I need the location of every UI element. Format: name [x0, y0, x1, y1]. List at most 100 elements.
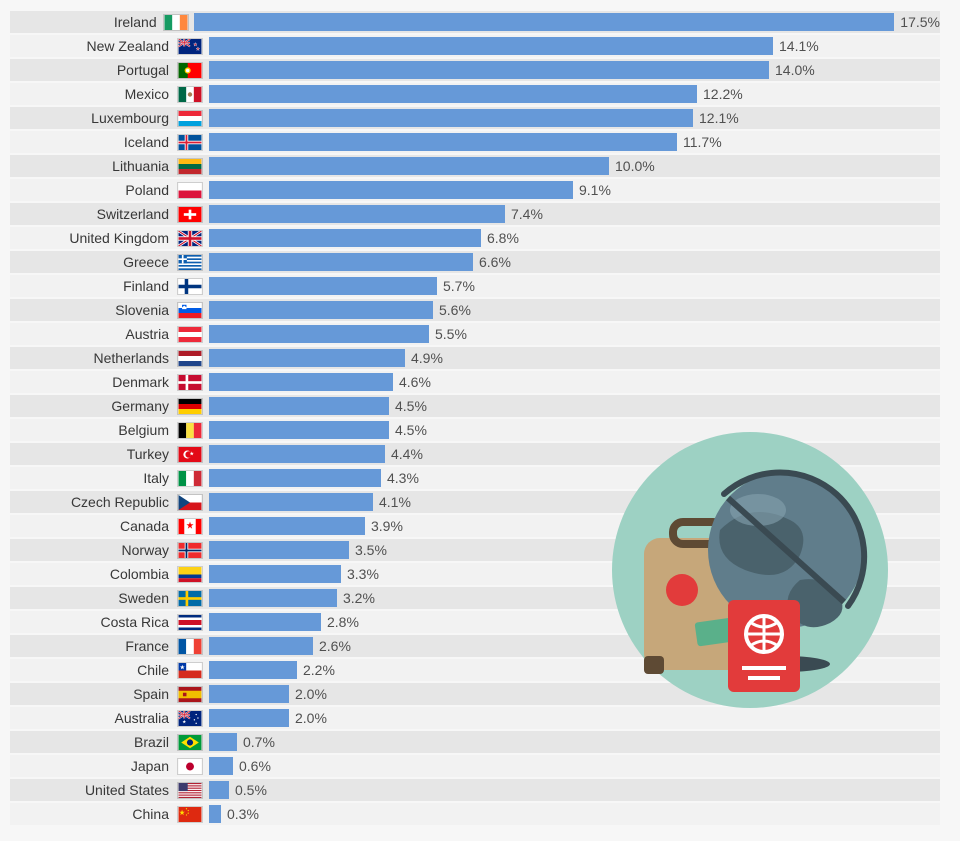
- bar-row: Portugal14.0%: [10, 58, 940, 82]
- flag-icon: [175, 62, 205, 79]
- bar-row: China0.3%: [10, 802, 940, 826]
- bar-row: Switzerland 7.4%: [10, 202, 940, 226]
- flag-icon: [175, 182, 205, 199]
- bar-row: United Kingdom6.8%: [10, 226, 940, 250]
- bar: [209, 325, 429, 343]
- bar-row: Austria 5.5%: [10, 322, 940, 346]
- flag-icon: [163, 14, 191, 31]
- flag-icon: [175, 470, 205, 487]
- flag-icon: [175, 566, 205, 583]
- bar-cell: 7.4%: [205, 205, 940, 223]
- country-label: Lithuania: [10, 158, 175, 174]
- country-label: Austria: [10, 326, 175, 342]
- flag-icon: [175, 374, 205, 391]
- value-label: 14.1%: [779, 38, 819, 54]
- bar: [209, 517, 365, 535]
- bar: [209, 301, 433, 319]
- country-label: Canada: [10, 518, 175, 534]
- country-label: Finland: [10, 278, 175, 294]
- value-label: 6.6%: [479, 254, 511, 270]
- value-label: 11.7%: [683, 134, 722, 150]
- country-label: Mexico: [10, 86, 175, 102]
- flag-icon: [175, 398, 205, 415]
- country-label: Brazil: [10, 734, 175, 750]
- bar-cell: 2.0%: [205, 709, 940, 727]
- value-label: 7.4%: [511, 206, 543, 222]
- country-label: Sweden: [10, 590, 175, 606]
- bar-cell: 14.1%: [205, 37, 940, 55]
- country-label: Iceland: [10, 134, 175, 150]
- bar-cell: 10.0%: [205, 157, 940, 175]
- bar-cell: 4.5%: [205, 397, 940, 415]
- bar-row: Germany4.5%: [10, 394, 940, 418]
- country-label: Luxembourg: [10, 110, 175, 126]
- bar-row: Slovenia5.6%: [10, 298, 940, 322]
- value-label: 2.0%: [295, 686, 327, 702]
- country-label: Czech Republic: [10, 494, 175, 510]
- bar-row: Ireland17.5%: [10, 10, 940, 34]
- bar: [209, 181, 573, 199]
- bar: [209, 493, 373, 511]
- bar-cell: 12.2%: [205, 85, 940, 103]
- flag-icon: [175, 422, 205, 439]
- bar: [209, 781, 229, 799]
- country-label: Turkey: [10, 446, 175, 462]
- bar-row: United States0.5%: [10, 778, 940, 802]
- value-label: 2.2%: [303, 662, 335, 678]
- bar: [209, 349, 405, 367]
- bar-row: Brazil 0.7%: [10, 730, 940, 754]
- flag-icon: [175, 110, 205, 127]
- flag-icon: [175, 350, 205, 367]
- value-label: 0.7%: [243, 734, 275, 750]
- value-label: 4.3%: [387, 470, 419, 486]
- bar-cell: 11.7%: [205, 133, 940, 151]
- bar-cell: 0.7%: [205, 733, 940, 751]
- bar-row: New Zealand 14.1%: [10, 34, 940, 58]
- flag-icon: [175, 734, 205, 751]
- bar-row: Poland 9.1%: [10, 178, 940, 202]
- country-label: Colombia: [10, 566, 175, 582]
- value-label: 3.3%: [347, 566, 379, 582]
- bar: [209, 133, 677, 151]
- country-label: Greece: [10, 254, 175, 270]
- country-label: Italy: [10, 470, 175, 486]
- bar-cell: 9.1%: [205, 181, 940, 199]
- value-label: 0.5%: [235, 782, 267, 798]
- flag-icon: [175, 662, 205, 679]
- bar-cell: 0.6%: [205, 757, 940, 775]
- value-label: 2.0%: [295, 710, 327, 726]
- bar: [194, 13, 894, 31]
- flag-icon: [175, 278, 205, 295]
- value-label: 5.5%: [435, 326, 467, 342]
- bar-row: Japan0.6%: [10, 754, 940, 778]
- country-label: Poland: [10, 182, 175, 198]
- bar: [209, 637, 313, 655]
- bar-cell: 4.6%: [205, 373, 940, 391]
- bar: [209, 565, 341, 583]
- bar-row: Denmark4.6%: [10, 370, 940, 394]
- value-label: 4.1%: [379, 494, 411, 510]
- bar: [209, 445, 385, 463]
- bar: [209, 205, 505, 223]
- bar-cell: 4.9%: [205, 349, 940, 367]
- flag-icon: [175, 782, 205, 799]
- travel-illustration: [610, 430, 890, 710]
- country-label: Australia: [10, 710, 175, 726]
- bar: [209, 229, 481, 247]
- bar-row: Finland5.7%: [10, 274, 940, 298]
- country-label: Costa Rica: [10, 614, 175, 630]
- flag-icon: [175, 806, 205, 823]
- country-label: New Zealand: [10, 38, 175, 54]
- country-label: Switzerland: [10, 206, 175, 222]
- bar: [209, 685, 289, 703]
- value-label: 3.5%: [355, 542, 387, 558]
- bar: [209, 157, 609, 175]
- flag-icon: [175, 542, 205, 559]
- bar: [209, 253, 473, 271]
- flag-icon: [175, 710, 205, 727]
- value-label: 9.1%: [579, 182, 611, 198]
- flag-icon: [175, 686, 205, 703]
- flag-icon: [175, 518, 205, 535]
- bar-cell: 6.6%: [205, 253, 940, 271]
- bar: [209, 805, 221, 823]
